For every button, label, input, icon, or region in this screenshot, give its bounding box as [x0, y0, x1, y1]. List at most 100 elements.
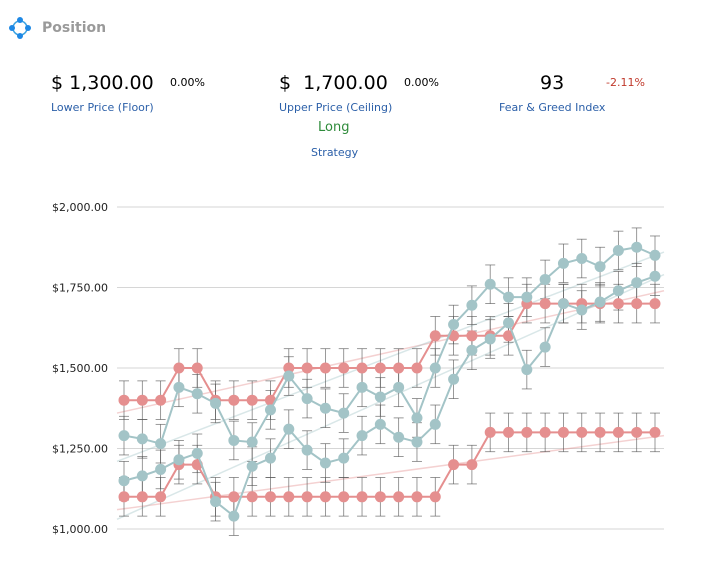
- data-point: [319, 362, 331, 374]
- data-point: [631, 426, 643, 438]
- fear-greed-change: -2.11%: [606, 76, 645, 89]
- data-point: [136, 470, 148, 482]
- data-point: [466, 330, 478, 342]
- data-point: [118, 430, 130, 442]
- y-tick-label: $2,000.00: [52, 201, 108, 214]
- data-point: [649, 249, 661, 261]
- data-point: [374, 362, 386, 374]
- data-point: [594, 296, 606, 308]
- data-point: [557, 257, 569, 269]
- data-point: [155, 394, 167, 406]
- lower-price-change: 0.00%: [170, 76, 205, 89]
- data-point: [118, 394, 130, 406]
- data-point: [411, 436, 423, 448]
- data-point: [155, 463, 167, 475]
- data-point: [191, 447, 203, 459]
- data-point: [503, 291, 515, 303]
- data-point: [173, 454, 185, 466]
- data-point: [649, 270, 661, 282]
- data-point: [411, 412, 423, 424]
- data-point: [612, 426, 624, 438]
- data-point: [411, 491, 423, 503]
- y-tick-label: $1,500.00: [52, 362, 108, 375]
- data-point: [466, 344, 478, 356]
- data-point: [283, 370, 295, 382]
- data-point: [393, 381, 405, 393]
- data-point: [448, 373, 460, 385]
- data-point: [521, 291, 533, 303]
- data-point: [448, 459, 460, 471]
- data-point: [429, 418, 441, 430]
- data-point: [374, 418, 386, 430]
- data-point: [612, 244, 624, 256]
- strategy-label: Strategy: [311, 146, 359, 159]
- data-point: [594, 261, 606, 273]
- data-point: [228, 510, 240, 522]
- panel-header: Position: [8, 16, 106, 40]
- data-point: [356, 381, 368, 393]
- data-point: [283, 491, 295, 503]
- data-point: [136, 433, 148, 445]
- data-point: [136, 491, 148, 503]
- data-point: [539, 273, 551, 285]
- data-point: [411, 362, 423, 374]
- data-point: [429, 491, 441, 503]
- data-point: [210, 397, 222, 409]
- data-point: [264, 452, 276, 464]
- data-point: [118, 475, 130, 487]
- data-point: [319, 457, 331, 469]
- data-point: [191, 362, 203, 374]
- data-point: [210, 496, 222, 508]
- upper-price-change: 0.00%: [404, 76, 439, 89]
- trend-line: [116, 273, 665, 521]
- data-point: [466, 299, 478, 311]
- upper-price-stat: $ 1,700.00: [279, 72, 388, 94]
- lower-price-label: Lower Price (Floor): [51, 101, 154, 114]
- data-point: [466, 459, 478, 471]
- data-point: [429, 362, 441, 374]
- data-point: [356, 362, 368, 374]
- data-point: [484, 278, 496, 290]
- upper-price-label: Upper Price (Ceiling): [279, 101, 393, 114]
- data-point: [246, 460, 258, 472]
- y-tick-label: $1,750.00: [52, 282, 108, 295]
- data-point: [246, 436, 258, 448]
- trend-line: [116, 251, 665, 463]
- series-line: [123, 246, 656, 445]
- upper-price-value: $ 1,700.00: [279, 72, 388, 94]
- data-point: [539, 426, 551, 438]
- data-point: [503, 317, 515, 329]
- data-point: [338, 407, 350, 419]
- data-point: [374, 491, 386, 503]
- data-point: [155, 491, 167, 503]
- data-point: [136, 394, 148, 406]
- lower-price-stat: $ 1,300.00: [51, 72, 154, 94]
- series-line: [124, 431, 655, 498]
- data-point: [301, 362, 313, 374]
- data-point: [228, 491, 240, 503]
- data-point: [301, 444, 313, 456]
- strategy-value: Long: [318, 120, 350, 135]
- y-tick-label: $1,000.00: [52, 523, 108, 536]
- data-point: [539, 341, 551, 353]
- data-point: [503, 426, 515, 438]
- data-point: [393, 362, 405, 374]
- fear-greed-value: 93: [540, 72, 565, 94]
- data-point: [484, 333, 496, 345]
- data-point: [118, 491, 130, 503]
- data-point: [557, 426, 569, 438]
- data-point: [612, 298, 624, 310]
- data-point: [356, 430, 368, 442]
- data-point: [155, 438, 167, 450]
- fear-greed-stat: 93: [540, 72, 564, 94]
- data-point: [631, 277, 643, 289]
- data-point: [301, 491, 313, 503]
- data-point: [503, 330, 515, 342]
- data-point: [191, 388, 203, 400]
- price-chart: $1,000.00 $1,250.00 $1,500.00 $1,750.00 $2,0…: [52, 201, 665, 536]
- lower-price-value: $ 1,300.00: [51, 72, 154, 94]
- data-point: [557, 298, 569, 310]
- data-point: [264, 491, 276, 503]
- page-title: Position: [42, 20, 107, 36]
- data-point: [393, 491, 405, 503]
